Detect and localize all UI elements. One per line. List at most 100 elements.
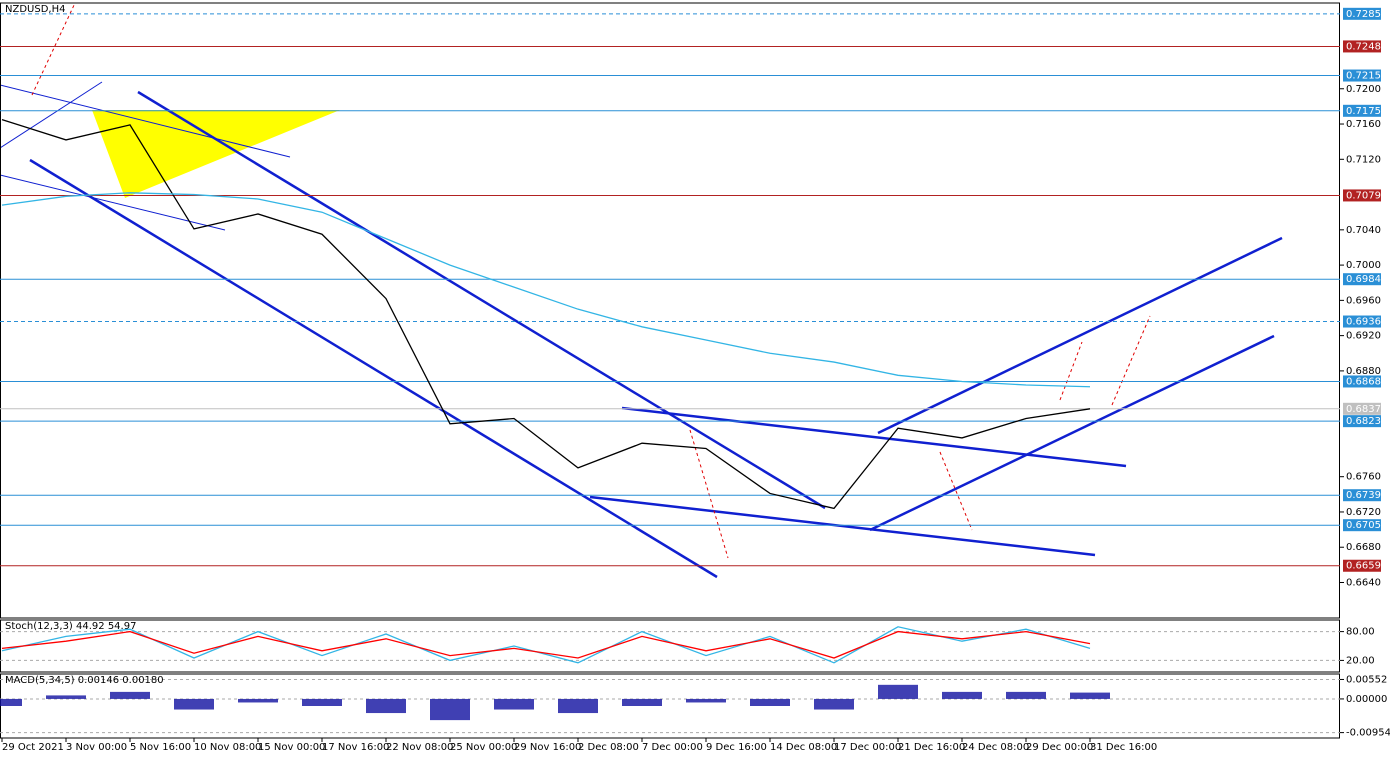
panel-frame bbox=[0, 2, 1340, 619]
y-tick-label: 0.6880 bbox=[1346, 366, 1381, 377]
series-line bbox=[1, 192, 1091, 388]
y-tick-label: 0.7200 bbox=[1346, 84, 1381, 95]
x-tick-label: 9 Dec 16:00 bbox=[706, 742, 767, 753]
x-tick-label: 29 Oct 2021 bbox=[2, 742, 64, 753]
level-label: 0.6659 bbox=[1346, 561, 1381, 572]
level-label-box bbox=[1343, 519, 1381, 532]
price-level: 0.7248 bbox=[0, 40, 1381, 53]
y-tick-label: 0.6920 bbox=[1346, 331, 1381, 342]
x-tick-label: 5 Nov 16:00 bbox=[130, 742, 191, 753]
level-label: 0.7215 bbox=[1346, 71, 1381, 82]
price-level: 0.6868 bbox=[0, 375, 1381, 388]
x-tick-label: 29 Nov 16:00 bbox=[514, 742, 581, 753]
y-tick-label: 0.00000 bbox=[1346, 694, 1387, 705]
x-tick-label: 24 Dec 08:00 bbox=[962, 742, 1029, 753]
panel-frame bbox=[0, 619, 1340, 673]
channel-lines bbox=[29, 90, 1283, 579]
x-tick-label: 22 Nov 08:00 bbox=[386, 742, 453, 753]
level-label-box bbox=[1343, 7, 1381, 20]
price-level: 0.7215 bbox=[0, 69, 1381, 82]
triangle-drawing bbox=[92, 110, 340, 198]
chart-title: NZDUSD,H4 bbox=[5, 4, 65, 15]
level-label: 0.6705 bbox=[1346, 520, 1381, 531]
y-tick-label: -0.00954 bbox=[1346, 728, 1390, 739]
level-label-box bbox=[1343, 104, 1381, 117]
y-tick-label: 0.7040 bbox=[1346, 225, 1381, 236]
histogram-bar bbox=[622, 698, 662, 706]
histogram-bar bbox=[1070, 692, 1110, 699]
x-tick-label: 17 Dec 00:00 bbox=[834, 742, 901, 753]
level-label: 0.7079 bbox=[1346, 190, 1381, 201]
price-level: 0.6705 bbox=[0, 519, 1381, 532]
wedge-lines bbox=[0, 81, 291, 231]
price-level: 0.6739 bbox=[0, 489, 1381, 502]
histogram-bar bbox=[366, 698, 406, 714]
y-tick-label: 0.7160 bbox=[1346, 119, 1381, 130]
y-tick-label: 0.00552 bbox=[1346, 674, 1387, 685]
histogram-bar bbox=[1006, 691, 1046, 699]
series-line bbox=[1, 630, 1091, 659]
projection-arrows bbox=[31, 2, 1151, 559]
level-label-box bbox=[1343, 489, 1381, 502]
histogram-bar bbox=[0, 698, 22, 706]
level-label-box bbox=[1343, 375, 1381, 388]
y-tick-label: 0.6720 bbox=[1346, 507, 1381, 518]
level-label: 0.6984 bbox=[1346, 274, 1381, 285]
level-label: 0.7248 bbox=[1346, 41, 1381, 52]
histogram-bar bbox=[750, 698, 790, 706]
level-label-box bbox=[1343, 415, 1381, 428]
price-level: 0.6659 bbox=[0, 559, 1381, 572]
histogram-bar bbox=[238, 698, 278, 703]
level-label-box bbox=[1343, 69, 1381, 82]
x-tick-label: 21 Dec 16:00 bbox=[898, 742, 965, 753]
histogram-bar bbox=[942, 691, 982, 699]
y-tick-label: 80.00 bbox=[1346, 627, 1375, 638]
price-level: 0.6837 bbox=[0, 402, 1381, 415]
y-tick-label: 20.00 bbox=[1346, 655, 1375, 666]
series-line bbox=[1, 118, 1091, 510]
x-tick-label: 29 Dec 00:00 bbox=[1026, 742, 1093, 753]
x-tick-label: 2 Dec 08:00 bbox=[578, 742, 639, 753]
level-label: 0.6868 bbox=[1346, 376, 1381, 387]
level-label: 0.6739 bbox=[1346, 490, 1381, 501]
price-level: 0.7285 bbox=[0, 7, 1381, 20]
series-line bbox=[1, 626, 1091, 664]
x-tick-label: 10 Nov 08:00 bbox=[194, 742, 261, 753]
price-level: 0.6936 bbox=[0, 315, 1381, 328]
histogram-bar bbox=[814, 698, 854, 710]
level-label: 0.6936 bbox=[1346, 317, 1381, 328]
x-tick-label: 17 Nov 16:00 bbox=[322, 742, 389, 753]
price-level: 0.7079 bbox=[0, 189, 1381, 202]
level-label-box bbox=[1343, 189, 1381, 202]
histogram-bar bbox=[878, 684, 918, 699]
histogram-bar bbox=[686, 698, 726, 703]
level-label-box bbox=[1343, 315, 1381, 328]
level-label-box bbox=[1343, 40, 1381, 53]
histogram-bar bbox=[558, 698, 598, 714]
x-tick-label: 3 Nov 00:00 bbox=[66, 742, 127, 753]
indicator-title: MACD(5,34,5) 0.00146 0.00180 bbox=[5, 675, 164, 686]
x-tick-label: 7 Dec 00:00 bbox=[642, 742, 703, 753]
level-label: 0.7285 bbox=[1346, 9, 1381, 20]
price-level: 0.6823 bbox=[0, 415, 1381, 428]
price-level: 0.6984 bbox=[0, 273, 1381, 286]
histogram-bar bbox=[110, 691, 150, 699]
price-level: 0.7175 bbox=[0, 104, 1381, 117]
histogram-bar bbox=[494, 698, 534, 710]
level-label-box bbox=[1343, 402, 1381, 415]
histogram-bar bbox=[430, 698, 470, 721]
histogram-bar bbox=[46, 695, 86, 699]
y-tick-label: 0.7000 bbox=[1346, 260, 1381, 271]
histogram-bar bbox=[174, 698, 214, 710]
level-label: 0.6823 bbox=[1346, 416, 1381, 427]
y-tick-label: 0.6680 bbox=[1346, 542, 1381, 553]
level-label-box bbox=[1343, 273, 1381, 286]
x-tick-label: 15 Nov 00:00 bbox=[258, 742, 325, 753]
level-label: 0.6837 bbox=[1346, 404, 1381, 415]
level-label-box bbox=[1343, 559, 1381, 572]
y-tick-label: 0.6760 bbox=[1346, 472, 1381, 483]
x-tick-label: 25 Nov 00:00 bbox=[450, 742, 517, 753]
indicator-title: Stoch(12,3,3) 44.92 54.97 bbox=[5, 621, 136, 632]
histogram-bar bbox=[302, 698, 342, 706]
